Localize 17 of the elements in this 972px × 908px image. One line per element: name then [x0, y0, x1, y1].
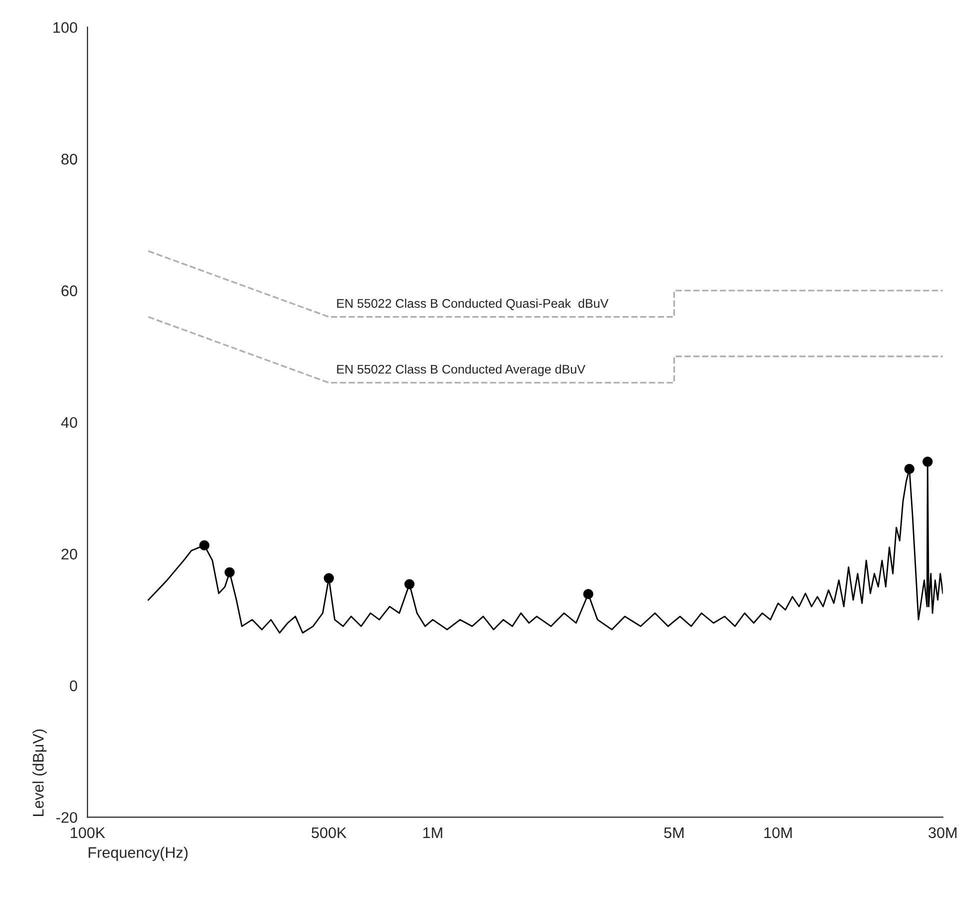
y-axis-title: Level (dBμV) [32, 730, 47, 816]
x-axis-title: Frequency(Hz) [88, 846, 188, 861]
x-tick-label: 100K [70, 827, 106, 838]
y-tick-label: -20 [56, 812, 78, 823]
x-tick-label: 30M [928, 827, 956, 838]
y-tick-label: 60 [62, 285, 78, 296]
x-tick-label: 1M [423, 827, 442, 838]
series-label: EN 55022 Class B Conducted Quasi-Peak dBuV [337, 298, 608, 310]
x-tick-label: 5M [664, 827, 684, 838]
y-tick-label: 100 [53, 22, 78, 33]
y-tick-label: 20 [62, 548, 78, 560]
x-tick-label: 500K [312, 827, 347, 838]
x-tick-label: 10M [764, 827, 792, 838]
y-tick-label: 40 [61, 417, 78, 428]
y-tick-label: 80 [61, 154, 78, 165]
y-tick-label: 0 [70, 680, 78, 692]
series-label: EN 55022 Class B Conducted Average dBuV [337, 364, 586, 376]
